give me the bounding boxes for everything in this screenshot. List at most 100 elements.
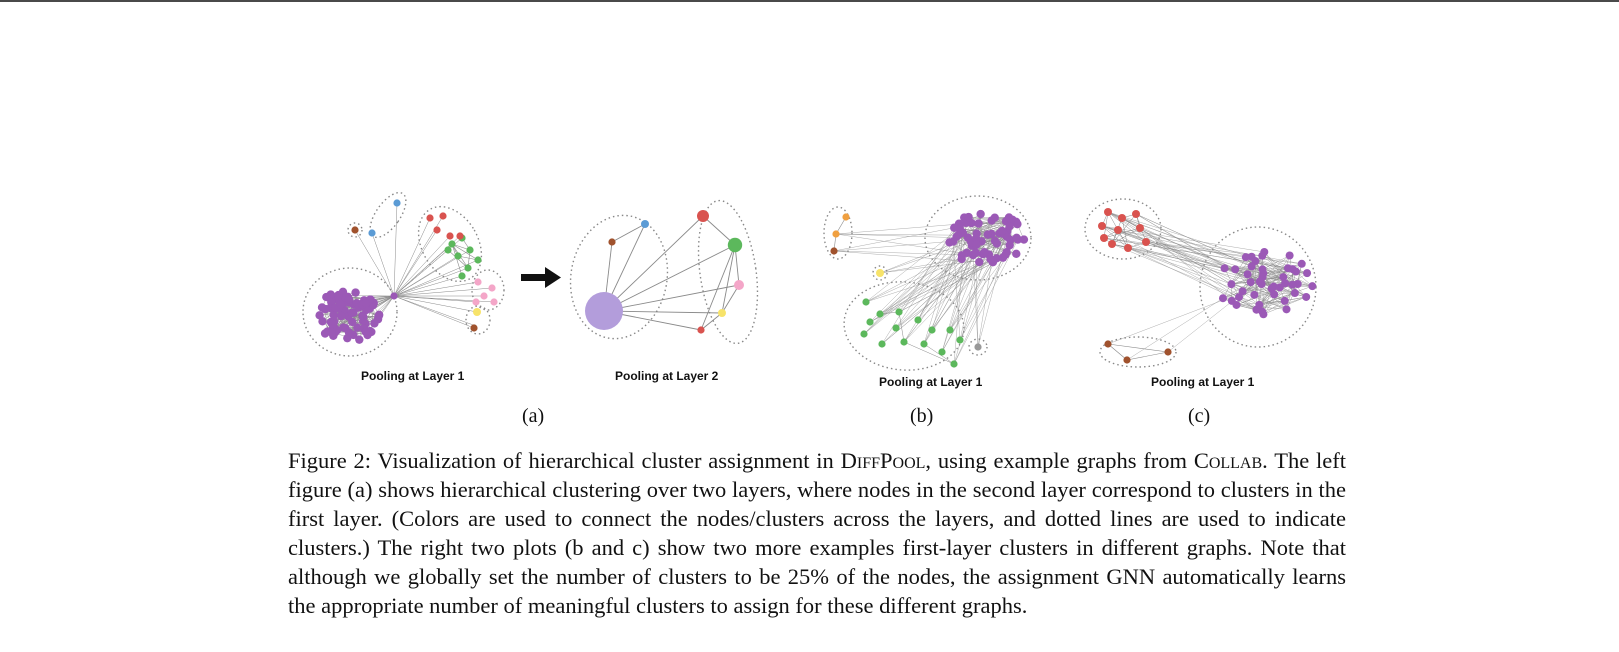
graph-node bbox=[1013, 219, 1022, 229]
graph-node bbox=[344, 295, 354, 304]
graph-node bbox=[439, 212, 447, 220]
graph-node bbox=[433, 226, 441, 234]
graph-node bbox=[1220, 264, 1229, 273]
cluster-hull bbox=[417, 205, 483, 283]
graph-node bbox=[1005, 241, 1014, 250]
panel-b-label: Pooling at Layer 1 bbox=[879, 375, 983, 389]
graph-node bbox=[964, 212, 973, 222]
cluster-hull bbox=[471, 269, 505, 311]
cluster-hull bbox=[369, 191, 407, 239]
graph-node bbox=[1243, 270, 1252, 279]
graph-node bbox=[1104, 208, 1112, 216]
graph-node bbox=[1255, 300, 1264, 309]
graph-node bbox=[317, 303, 327, 312]
graph-node bbox=[866, 318, 874, 326]
graph-node bbox=[361, 327, 370, 336]
cluster-hull bbox=[823, 206, 853, 260]
graph-node bbox=[895, 308, 903, 316]
cluster-hull bbox=[843, 281, 965, 371]
cluster-hull bbox=[569, 214, 669, 340]
top-rule bbox=[0, 0, 1619, 2]
graph-node bbox=[320, 329, 330, 338]
graph-node bbox=[842, 213, 850, 221]
graph-node bbox=[1004, 213, 1014, 222]
graph-node bbox=[876, 269, 884, 277]
graph-node bbox=[1098, 222, 1106, 230]
cluster-hull bbox=[968, 338, 988, 356]
graph-node bbox=[473, 308, 481, 316]
graph-node bbox=[958, 228, 968, 237]
graph-node bbox=[1012, 249, 1021, 258]
cluster-hull bbox=[1084, 198, 1162, 260]
graph-node bbox=[975, 257, 984, 267]
graph-node bbox=[1218, 294, 1227, 303]
graph-node bbox=[359, 312, 368, 322]
graph-node bbox=[900, 338, 908, 346]
graph-node bbox=[1279, 273, 1288, 282]
graph-node bbox=[1164, 348, 1172, 356]
graph-node bbox=[983, 230, 992, 239]
graph-node bbox=[727, 237, 743, 253]
cluster-hull bbox=[924, 195, 1032, 281]
graph-node bbox=[470, 324, 478, 332]
arrow-icon bbox=[521, 267, 561, 288]
graph-node bbox=[334, 290, 343, 300]
graph-node bbox=[860, 330, 868, 338]
cluster-hull bbox=[302, 267, 398, 357]
graph-node bbox=[368, 229, 376, 237]
figure-caption: Figure 2: Visualization of hierarchical … bbox=[288, 446, 1346, 620]
graph-node bbox=[1123, 356, 1131, 364]
cluster-hull bbox=[465, 305, 491, 335]
graph-node bbox=[1232, 300, 1241, 309]
graph-node bbox=[974, 219, 983, 228]
figure-graphics bbox=[302, 191, 1317, 371]
graph-node bbox=[1100, 234, 1108, 242]
graph-node bbox=[862, 298, 870, 306]
graph-node bbox=[1270, 290, 1279, 299]
graph-node bbox=[980, 248, 989, 257]
graph-node bbox=[1291, 267, 1300, 276]
graph-node bbox=[456, 232, 464, 240]
graph-nodes bbox=[315, 199, 1317, 368]
graph-node bbox=[830, 247, 838, 255]
graph-node bbox=[1258, 251, 1267, 260]
graph-node bbox=[986, 254, 995, 264]
graph-node bbox=[1282, 305, 1291, 314]
subfigure-label-a: (a) bbox=[522, 405, 545, 427]
graph-node bbox=[448, 240, 456, 248]
graph-node bbox=[832, 230, 840, 238]
graph-node bbox=[351, 288, 360, 297]
graph-node bbox=[585, 292, 623, 330]
graph-node bbox=[992, 239, 1002, 248]
graph-node bbox=[464, 264, 472, 272]
graph-node bbox=[972, 229, 981, 238]
graph-node bbox=[1104, 340, 1112, 348]
graph-node bbox=[876, 310, 884, 318]
graph-node bbox=[1124, 244, 1132, 252]
caption-prefix: Figure 2: Visualization of hierarchical … bbox=[288, 448, 841, 473]
graph-node bbox=[1005, 221, 1014, 231]
graph-node bbox=[971, 248, 980, 257]
caption-method-name: DiffPool bbox=[840, 448, 926, 473]
graph-node bbox=[1012, 233, 1021, 243]
graph-node bbox=[1001, 250, 1010, 259]
graph-node bbox=[327, 328, 336, 337]
panel-a2-label: Pooling at Layer 2 bbox=[615, 369, 719, 383]
graph-node bbox=[1247, 252, 1256, 261]
graph-node bbox=[928, 326, 936, 334]
cluster-hulls bbox=[302, 191, 1317, 371]
graph-node bbox=[322, 292, 331, 302]
graph-node bbox=[318, 317, 327, 326]
graph-node bbox=[458, 272, 466, 280]
graph-node bbox=[1241, 253, 1250, 262]
graph-node bbox=[608, 238, 616, 246]
panel-a1-label: Pooling at Layer 1 bbox=[361, 369, 465, 383]
graph-node bbox=[987, 216, 996, 225]
graph-node bbox=[1247, 262, 1256, 271]
graph-node bbox=[878, 340, 886, 348]
graph-node bbox=[426, 214, 434, 222]
graph-node bbox=[1259, 310, 1268, 319]
graph-node bbox=[949, 237, 958, 246]
graph-node bbox=[976, 209, 985, 219]
graph-node bbox=[353, 323, 362, 332]
